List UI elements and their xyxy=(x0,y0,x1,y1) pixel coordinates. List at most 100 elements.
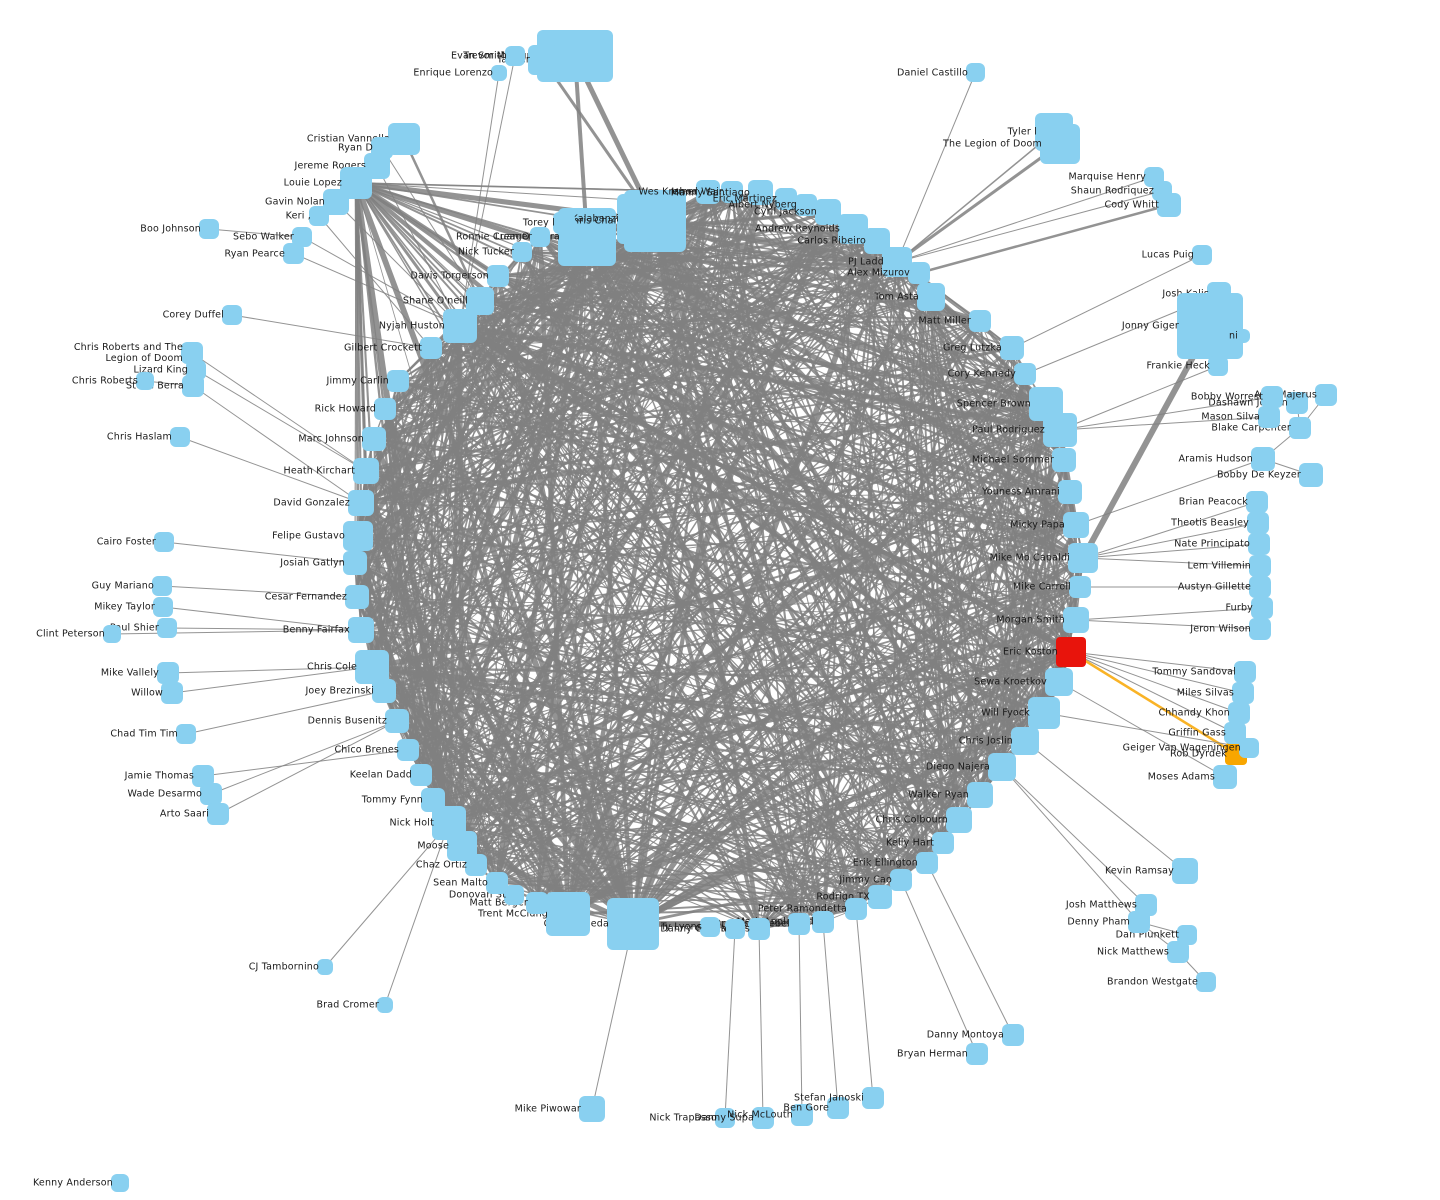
graph-node-diego-najera[interactable] xyxy=(988,753,1016,781)
graph-node-trent-mcclung[interactable] xyxy=(546,892,590,936)
graph-node-matt-miller[interactable] xyxy=(969,310,991,332)
graph-node-marc-johnson[interactable] xyxy=(362,427,386,451)
graph-node-paul-rodriguez[interactable] xyxy=(1043,413,1077,447)
graph-node-brandon-biebel[interactable] xyxy=(788,913,810,935)
graph-node-keri[interactable] xyxy=(309,206,329,226)
graph-node-morgan-smith[interactable] xyxy=(1063,607,1089,633)
graph-node-billy-marks[interactable] xyxy=(748,918,770,940)
graph-node-cody-whitt[interactable] xyxy=(1157,193,1181,217)
graph-node-danny-supa[interactable] xyxy=(752,1107,774,1129)
graph-node-wes-kremer[interactable] xyxy=(696,180,720,204)
graph-node-walker-ryan[interactable] xyxy=(967,782,993,808)
graph-node-felipe-gustavo[interactable] xyxy=(343,521,373,551)
graph-node-albert-nyberg[interactable] xyxy=(795,194,817,216)
graph-node-mike-piwowar[interactable] xyxy=(579,1096,605,1122)
graph-node-greg-lutzka[interactable] xyxy=(1000,336,1024,360)
graph-node-blake-carpenter[interactable] xyxy=(1289,417,1311,439)
graph-node-eric-koston[interactable] xyxy=(1056,637,1086,667)
graph-node-mikey-taylor[interactable] xyxy=(153,597,173,617)
graph-node-tommy-sandoval[interactable] xyxy=(1234,661,1256,683)
graph-node-tanner[interactable] xyxy=(528,45,558,75)
graph-node-nick-tucker[interactable] xyxy=(512,242,532,262)
graph-node-arto-saari[interactable] xyxy=(207,803,229,825)
graph-node-kevin-ramsay[interactable] xyxy=(1172,858,1198,884)
graph-node-chris-haslam[interactable] xyxy=(170,427,190,447)
graph-node-will-fyock[interactable] xyxy=(1028,697,1060,729)
graph-node-dan-plunkett[interactable] xyxy=(1177,925,1197,945)
graph-node-chad-tim-tim[interactable] xyxy=(176,724,196,744)
graph-node-josiah-gatlyn[interactable] xyxy=(343,551,367,575)
graph-node-nyjah-huston[interactable] xyxy=(443,309,477,343)
graph-node-pj-ladd[interactable] xyxy=(882,247,912,277)
graph-node-brian-peacock[interactable] xyxy=(1246,491,1268,513)
graph-node-chris-joslin[interactable] xyxy=(1011,727,1039,755)
graph-node-mike-carroll[interactable] xyxy=(1069,576,1091,598)
graph-node-geiger-van-wageningen[interactable] xyxy=(1239,738,1259,758)
graph-node-willow[interactable] xyxy=(161,682,183,704)
graph-node-cairo-foster[interactable] xyxy=(154,532,174,552)
graph-node-mason-silva[interactable] xyxy=(1258,406,1280,428)
graph-node-ishod-wair[interactable] xyxy=(721,181,743,203)
graph-node-griffin-gass[interactable] xyxy=(1224,722,1246,744)
graph-node-cesar-fernandez[interactable] xyxy=(345,585,369,609)
graph-node-cj-tambornino[interactable] xyxy=(317,959,333,975)
graph-node-josh-matthews[interactable] xyxy=(1135,894,1157,916)
graph-node-eric-martinez[interactable] xyxy=(775,188,797,210)
graph-node-guy-mariano[interactable] xyxy=(152,576,172,596)
graph-node-corey-duffel[interactable] xyxy=(222,305,242,325)
graph-node-jonny-giger[interactable] xyxy=(1177,293,1243,359)
graph-node-tommy-fynn[interactable] xyxy=(421,788,445,812)
graph-node-theotis-beasley[interactable] xyxy=(1247,512,1269,534)
graph-node-enrique-lorenzo[interactable] xyxy=(491,65,507,81)
graph-node-torey-l[interactable] xyxy=(553,212,575,234)
graph-node-mark-appleyard[interactable] xyxy=(812,911,834,933)
graph-node-clint-peterson[interactable] xyxy=(103,625,121,643)
graph-node-andrew-reynolds[interactable] xyxy=(838,214,868,244)
graph-node-stefan-janoski[interactable] xyxy=(862,1087,884,1109)
graph-node-alec-majerus[interactable] xyxy=(1315,384,1337,406)
graph-node-danny-montoya[interactable] xyxy=(1002,1024,1024,1046)
graph-node-boo-johnson[interactable] xyxy=(199,219,219,239)
graph-node-chhandy-khon[interactable] xyxy=(1228,702,1250,724)
graph-node-benny-fairfax[interactable] xyxy=(348,617,374,643)
graph-node-keelan-dadd[interactable] xyxy=(410,764,432,786)
graph-node-rodrigo-tx[interactable] xyxy=(868,885,892,909)
graph-node-legion-of-doom[interactable] xyxy=(1040,124,1080,164)
graph-node-miles-silvas[interactable] xyxy=(1232,682,1254,704)
graph-node-matt-berger[interactable] xyxy=(526,892,548,914)
graph-node-kelly-hart[interactable] xyxy=(932,832,954,854)
graph-node-aramis-hudson[interactable] xyxy=(1251,447,1275,471)
graph-node-danny-garcia[interactable] xyxy=(725,919,745,939)
graph-node-brandon-westgate[interactable] xyxy=(1196,972,1216,992)
graph-node-ronnie-creager[interactable] xyxy=(530,227,550,247)
graph-node-frankie-heck[interactable] xyxy=(1208,356,1228,376)
graph-node-chris-roberts-legion[interactable] xyxy=(181,342,203,364)
graph-node-manny-santiago[interactable] xyxy=(748,180,773,205)
graph-node-sean-malto[interactable] xyxy=(486,872,508,894)
graph-node-chico-brenes[interactable] xyxy=(397,739,419,761)
graph-node-tom-asta[interactable] xyxy=(917,283,945,311)
graph-node-donovan-st[interactable] xyxy=(504,885,524,905)
graph-node-lem-villemin[interactable] xyxy=(1249,555,1271,577)
graph-node-heath-kirchart[interactable] xyxy=(353,458,379,484)
graph-node-cyril-jackson[interactable] xyxy=(815,199,841,225)
graph-node-chris-roberts[interactable] xyxy=(136,372,154,390)
graph-node-rick-howard[interactable] xyxy=(374,398,396,420)
graph-node-cory-kennedy[interactable] xyxy=(1014,363,1036,385)
graph-node-mike-vallely[interactable] xyxy=(157,662,179,684)
graph-node-peter-ramondetta[interactable] xyxy=(845,898,867,920)
graph-node-bryan-herman[interactable] xyxy=(966,1043,988,1065)
graph-node-chris-colbourn[interactable] xyxy=(946,807,972,833)
graph-node-furby[interactable] xyxy=(1251,597,1273,619)
graph-node-nick-matthews[interactable] xyxy=(1167,941,1189,963)
graph-node-ty-lyons[interactable] xyxy=(700,917,720,937)
graph-node-wade-desarmo[interactable] xyxy=(200,783,222,805)
graph-node-kenny-anderson[interactable] xyxy=(111,1174,129,1192)
graph-node-michael-sommer[interactable] xyxy=(1052,448,1076,472)
graph-node-dennis-busenitz[interactable] xyxy=(385,709,409,733)
graph-node-dashawn-jordan[interactable] xyxy=(1286,392,1308,414)
graph-node-sebo-walker[interactable] xyxy=(292,227,312,247)
graph-node-nick-trapasso[interactable] xyxy=(715,1108,735,1128)
graph-node-nate-principato[interactable] xyxy=(1248,533,1270,555)
graph-node-ben-gore[interactable] xyxy=(827,1097,849,1119)
